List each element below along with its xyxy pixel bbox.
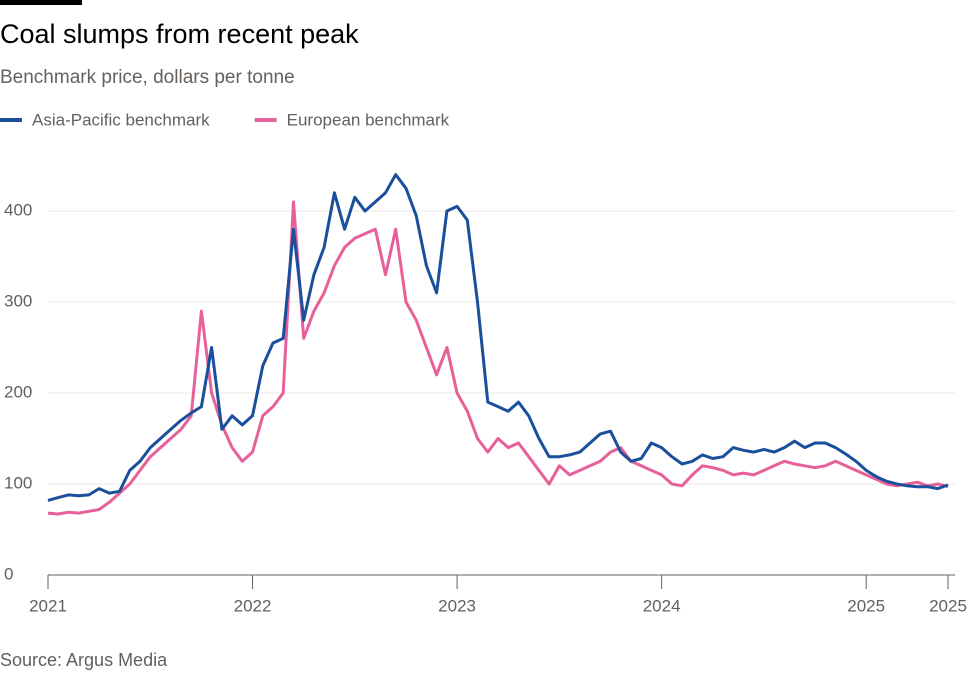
chart-title: Coal slumps from recent peak	[0, 19, 359, 49]
y-tick-label: 200	[4, 382, 32, 401]
series-line	[47, 173, 949, 502]
y-tick-label: 0	[4, 564, 13, 583]
brand-bar	[0, 0, 82, 5]
x-tick-label: 2023	[438, 596, 476, 615]
series-line	[47, 200, 949, 516]
chart-subtitle: Benchmark price, dollars per tonne	[0, 67, 295, 88]
x-tick-label: 2024	[643, 596, 681, 615]
source: Source: Argus Media	[0, 650, 168, 670]
legend-label: Asia-Pacific benchmark	[32, 110, 210, 129]
x-tick-label: 2025	[929, 596, 967, 615]
legend-label: European benchmark	[287, 110, 450, 129]
x-tick-label: 2021	[29, 596, 67, 615]
y-tick-label: 300	[4, 291, 32, 310]
x-tick-label: 2022	[234, 596, 272, 615]
y-tick-label: 100	[4, 473, 32, 492]
y-tick-label: 400	[4, 200, 32, 219]
x-tick-label: 2025	[847, 596, 885, 615]
